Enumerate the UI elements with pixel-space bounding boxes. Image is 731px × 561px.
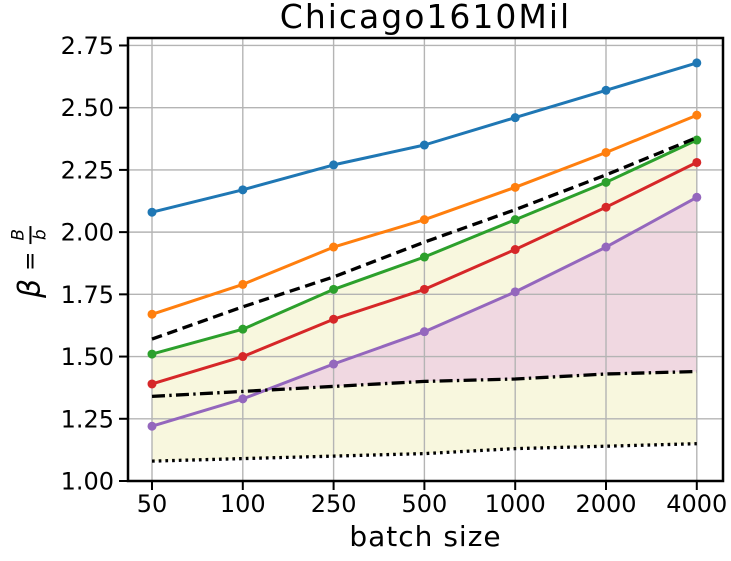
- x-axis-label: batch size: [349, 520, 502, 553]
- x-tick-label: 4000: [666, 490, 727, 518]
- series-green-marker: [510, 215, 520, 225]
- fraction-B-over-b: B b: [8, 225, 50, 244]
- fraction-denominator: b: [30, 229, 50, 241]
- series-purple-marker: [238, 394, 248, 404]
- series-green-marker: [419, 252, 429, 262]
- series-purple-marker: [147, 421, 157, 431]
- series-purple-marker: [601, 242, 611, 252]
- series-blue-marker: [510, 113, 520, 123]
- y-tick-label: 1.25: [61, 405, 114, 433]
- series-blue-marker: [238, 185, 248, 195]
- chart-title: Chicago1610Mil: [279, 0, 572, 36]
- series-orange-marker: [329, 242, 339, 252]
- series-blue-marker: [419, 140, 429, 150]
- series-purple-marker: [510, 287, 520, 297]
- x-tick-label: 50: [137, 490, 168, 518]
- series-green-marker: [601, 177, 611, 187]
- series-green-marker: [147, 349, 157, 359]
- x-tick-label: 500: [401, 490, 447, 518]
- y-tick-label: 2.25: [61, 156, 114, 184]
- series-red-marker: [238, 352, 248, 362]
- series-orange-marker: [238, 279, 248, 289]
- series-purple-marker: [692, 192, 702, 202]
- series-orange-marker: [510, 182, 520, 192]
- series-orange-marker: [601, 147, 611, 157]
- series-red-marker: [601, 202, 611, 212]
- axes-spines: [126, 36, 725, 483]
- series-blue-marker: [692, 58, 702, 68]
- series-blue-marker: [601, 85, 611, 95]
- series-green-marker: [238, 324, 248, 334]
- series-purple-marker: [329, 359, 339, 369]
- series-black-dashdot: [151, 369, 697, 399]
- series-orange-marker: [147, 309, 157, 319]
- x-tick-label: 100: [220, 490, 266, 518]
- y-tick-label: 2.50: [61, 94, 114, 122]
- y-tick-label: 1.00: [61, 468, 114, 496]
- y-tick-label: 2.00: [61, 219, 114, 247]
- series-green-marker: [692, 135, 702, 145]
- fraction-numerator: B: [8, 225, 31, 244]
- y-axis-label: β = B b: [8, 225, 50, 299]
- series-green-marker: [329, 284, 339, 294]
- series-red-marker: [419, 284, 429, 294]
- fill-pink-band: [265, 197, 697, 391]
- series-red-marker: [329, 314, 339, 324]
- beta-symbol: β: [12, 278, 48, 299]
- series-red-marker: [147, 379, 157, 389]
- series-orange-marker: [419, 215, 429, 225]
- series-blue-marker: [329, 160, 339, 170]
- x-tick-label: 1000: [485, 490, 546, 518]
- series-orange-marker: [692, 110, 702, 120]
- series-red-marker: [692, 157, 702, 167]
- y-tick-label: 1.75: [61, 281, 114, 309]
- x-tick-label: 2000: [575, 490, 636, 518]
- series-purple-marker: [419, 327, 429, 337]
- equals-sign: =: [17, 251, 43, 271]
- y-tick-label: 2.75: [61, 32, 114, 60]
- series-blue-marker: [147, 207, 157, 217]
- x-tick-label: 250: [311, 490, 357, 518]
- y-tick-label: 1.50: [61, 343, 114, 371]
- series-red-marker: [510, 245, 520, 255]
